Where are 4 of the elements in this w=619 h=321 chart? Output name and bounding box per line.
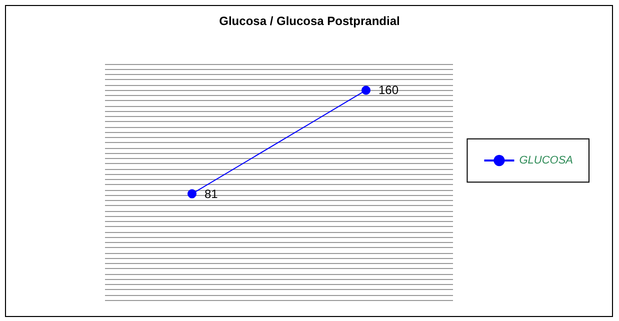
data-label: 81 — [204, 186, 218, 201]
legend-label: GLUCOSA — [519, 154, 574, 166]
chart-title: Glucosa / Glucosa Postprandial — [219, 14, 400, 28]
data-label: 160 — [378, 83, 399, 98]
